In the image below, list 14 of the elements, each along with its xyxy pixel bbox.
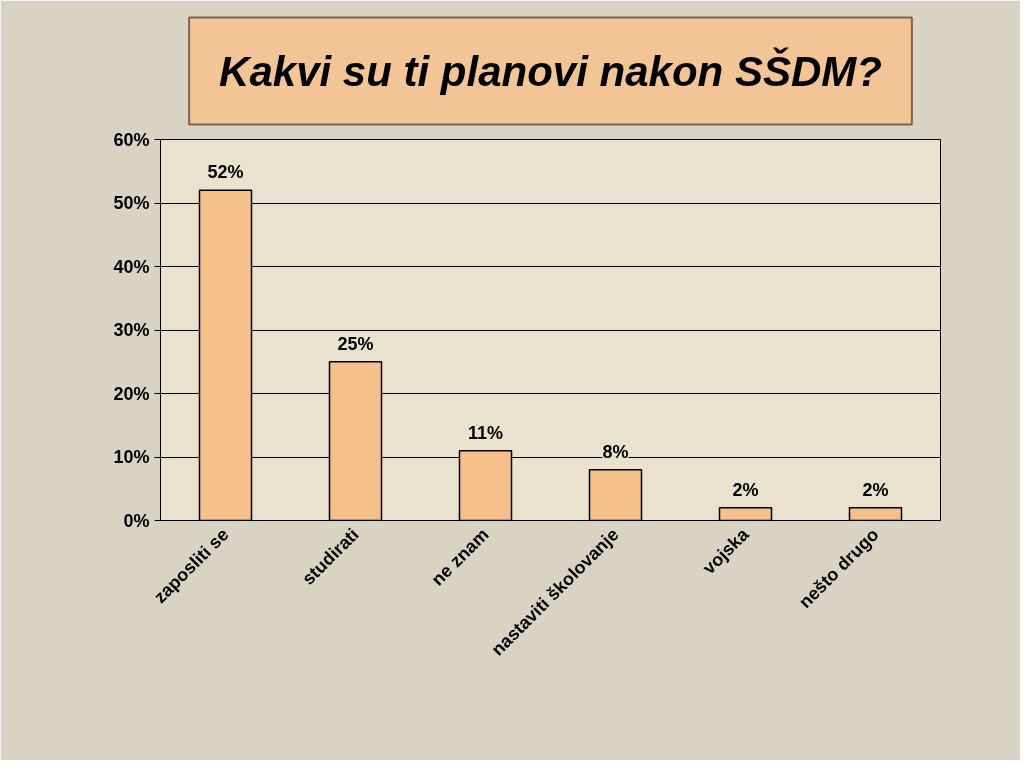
- chart-title: Kakvi su ti planovi nakon SŠDM?: [219, 46, 882, 95]
- y-tick-label: 20%: [113, 383, 150, 404]
- data-label: 11%: [467, 422, 504, 443]
- y-tick-label: 30%: [113, 320, 150, 340]
- data-label: 52%: [207, 162, 244, 183]
- y-tick-label: 0%: [123, 510, 150, 531]
- y-tick-label: 60%: [113, 129, 150, 150]
- y-tick-label: 50%: [113, 193, 150, 213]
- data-label: 2%: [862, 479, 889, 500]
- data-label: 8%: [602, 441, 629, 462]
- data-label: 25%: [337, 333, 374, 354]
- y-tick-label: 10%: [113, 447, 150, 467]
- data-label: 2%: [732, 479, 759, 500]
- y-tick-label: 40%: [113, 256, 150, 277]
